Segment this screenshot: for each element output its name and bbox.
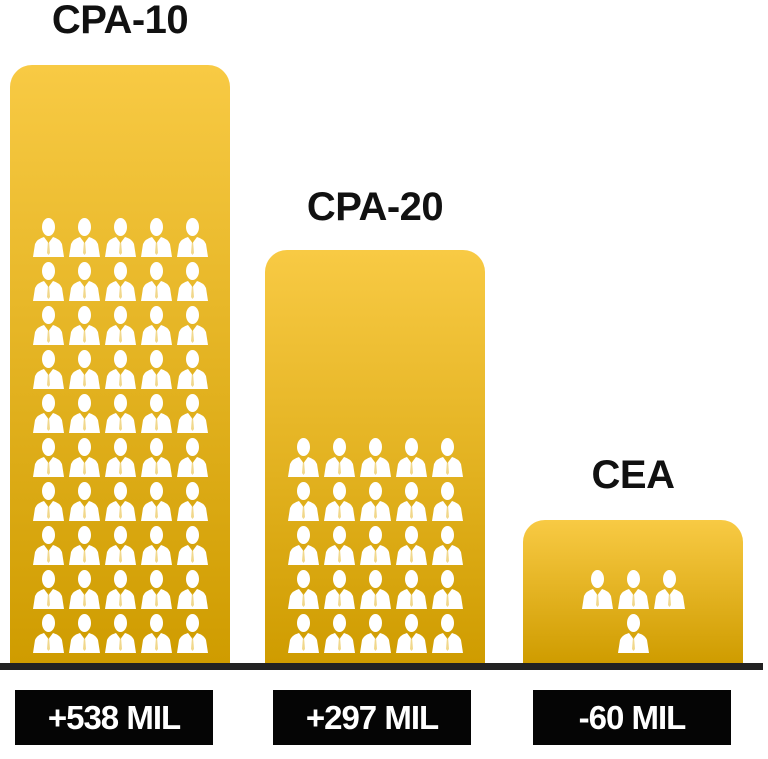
person-icon bbox=[359, 569, 392, 609]
person-icon bbox=[176, 525, 209, 565]
person-icon bbox=[68, 217, 101, 257]
category-label-cpa-20: CPA-20 bbox=[306, 185, 444, 229]
person-icon bbox=[68, 349, 101, 389]
person-icon bbox=[104, 349, 137, 389]
category-label-cea: CEA bbox=[591, 453, 675, 497]
person-icon bbox=[287, 481, 320, 521]
people-grid bbox=[10, 217, 230, 653]
person-icon bbox=[431, 481, 464, 521]
person-icon bbox=[176, 437, 209, 477]
person-icon bbox=[140, 349, 173, 389]
value-label-cea: -60 MIL bbox=[533, 690, 731, 745]
person-icon bbox=[323, 613, 356, 653]
person-icon bbox=[581, 569, 614, 609]
person-icon bbox=[140, 217, 173, 257]
person-icon bbox=[176, 217, 209, 257]
person-icon bbox=[104, 569, 137, 609]
person-icon bbox=[140, 437, 173, 477]
person-icon bbox=[617, 613, 650, 653]
person-icon bbox=[68, 437, 101, 477]
person-icon bbox=[68, 613, 101, 653]
person-icon bbox=[32, 261, 65, 301]
person-icon bbox=[287, 613, 320, 653]
person-icon bbox=[68, 261, 101, 301]
person-icon bbox=[68, 525, 101, 565]
bar-cea bbox=[523, 520, 743, 663]
person-icon bbox=[104, 217, 137, 257]
person-icon bbox=[68, 305, 101, 345]
value-label-cpa-10: +538 MIL bbox=[15, 690, 213, 745]
person-icon bbox=[32, 613, 65, 653]
person-icon bbox=[323, 437, 356, 477]
person-icon bbox=[176, 613, 209, 653]
person-icon bbox=[287, 525, 320, 565]
person-icon bbox=[431, 525, 464, 565]
bar-cpa-20 bbox=[265, 250, 485, 663]
person-icon bbox=[68, 569, 101, 609]
person-icon bbox=[104, 393, 137, 433]
person-icon bbox=[431, 569, 464, 609]
person-icon bbox=[32, 569, 65, 609]
person-icon bbox=[32, 525, 65, 565]
people-grid bbox=[523, 569, 743, 653]
person-icon bbox=[32, 437, 65, 477]
person-icon bbox=[140, 569, 173, 609]
person-icon bbox=[395, 481, 428, 521]
person-icon bbox=[176, 569, 209, 609]
person-icon bbox=[32, 349, 65, 389]
person-icon bbox=[32, 481, 65, 521]
person-icon bbox=[359, 481, 392, 521]
person-icon bbox=[359, 613, 392, 653]
person-icon bbox=[176, 349, 209, 389]
person-icon bbox=[104, 437, 137, 477]
people-grid bbox=[265, 437, 485, 653]
person-icon bbox=[104, 525, 137, 565]
person-icon bbox=[176, 261, 209, 301]
person-icon bbox=[653, 569, 686, 609]
person-icon bbox=[176, 481, 209, 521]
person-icon bbox=[140, 393, 173, 433]
person-icon bbox=[140, 481, 173, 521]
person-icon bbox=[32, 217, 65, 257]
person-icon bbox=[359, 437, 392, 477]
person-icon bbox=[287, 437, 320, 477]
person-icon bbox=[32, 305, 65, 345]
person-icon bbox=[323, 525, 356, 565]
person-icon bbox=[176, 305, 209, 345]
person-icon bbox=[104, 305, 137, 345]
person-icon bbox=[431, 613, 464, 653]
person-icon bbox=[395, 437, 428, 477]
person-icon bbox=[395, 613, 428, 653]
category-label-cpa-10: CPA-10 bbox=[51, 0, 189, 42]
person-icon bbox=[140, 261, 173, 301]
person-icon bbox=[395, 569, 428, 609]
person-icon bbox=[431, 437, 464, 477]
person-icon bbox=[140, 305, 173, 345]
bar-cpa-10 bbox=[10, 65, 230, 663]
person-icon bbox=[104, 261, 137, 301]
person-icon bbox=[617, 569, 650, 609]
person-icon bbox=[323, 569, 356, 609]
baseline bbox=[0, 663, 763, 670]
person-icon bbox=[323, 481, 356, 521]
person-icon bbox=[104, 481, 137, 521]
person-icon bbox=[140, 613, 173, 653]
person-icon bbox=[287, 569, 320, 609]
person-icon bbox=[140, 525, 173, 565]
person-icon bbox=[104, 613, 137, 653]
person-icon bbox=[68, 393, 101, 433]
person-icon bbox=[68, 481, 101, 521]
person-icon bbox=[395, 525, 428, 565]
person-icon bbox=[359, 525, 392, 565]
value-label-cpa-20: +297 MIL bbox=[273, 690, 471, 745]
person-icon bbox=[176, 393, 209, 433]
person-icon bbox=[32, 393, 65, 433]
